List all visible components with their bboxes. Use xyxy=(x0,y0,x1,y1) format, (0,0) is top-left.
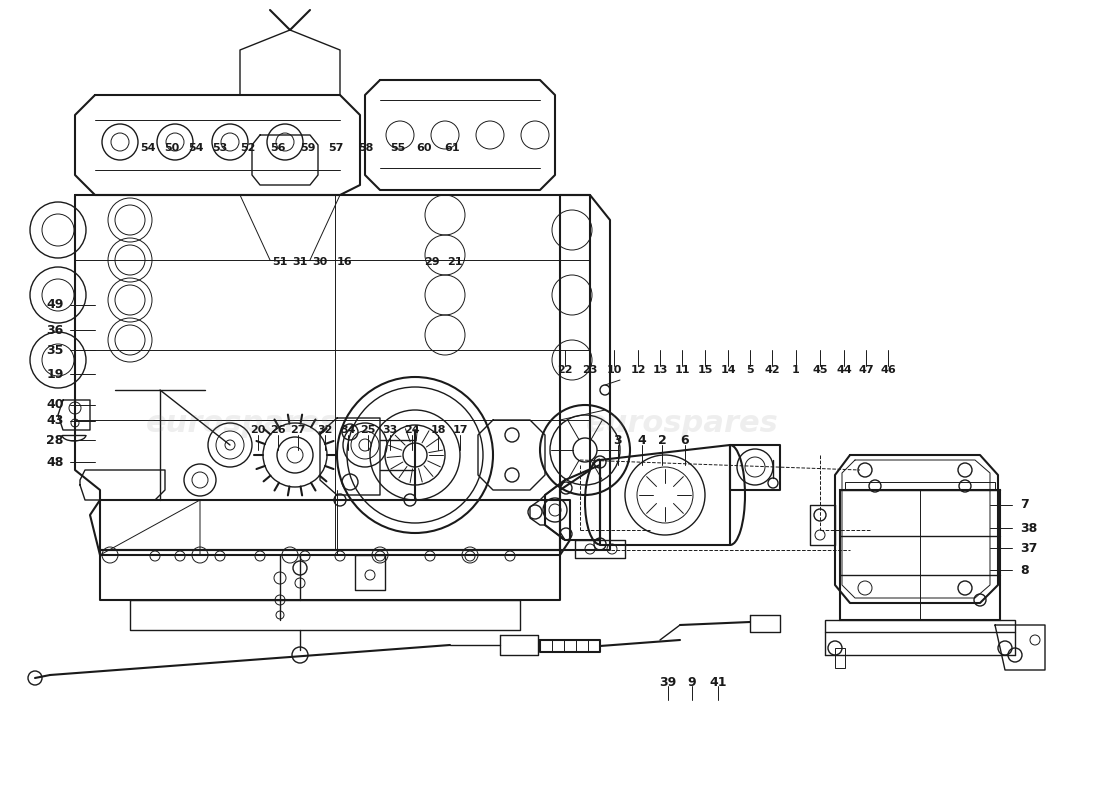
Text: 48: 48 xyxy=(46,455,64,469)
Text: 3: 3 xyxy=(614,434,623,446)
Text: 37: 37 xyxy=(1020,542,1037,554)
Text: 14: 14 xyxy=(720,365,736,375)
Text: 11: 11 xyxy=(674,365,690,375)
Text: 53: 53 xyxy=(212,143,228,153)
Text: 35: 35 xyxy=(46,343,64,357)
Bar xyxy=(840,490,1000,620)
Text: 33: 33 xyxy=(383,425,397,435)
Text: 6: 6 xyxy=(681,434,690,446)
Text: 41: 41 xyxy=(710,675,727,689)
Text: 24: 24 xyxy=(404,425,420,435)
Text: 43: 43 xyxy=(46,414,64,427)
Text: 31: 31 xyxy=(293,257,308,267)
Text: 22: 22 xyxy=(558,365,573,375)
Bar xyxy=(845,482,996,490)
Text: 51: 51 xyxy=(273,257,288,267)
Text: 27: 27 xyxy=(290,425,306,435)
Text: 18: 18 xyxy=(430,425,446,435)
Text: 56: 56 xyxy=(271,143,286,153)
Text: 7: 7 xyxy=(1020,498,1028,511)
Text: 30: 30 xyxy=(312,257,328,267)
Text: 44: 44 xyxy=(836,365,851,375)
Text: eurospares: eurospares xyxy=(145,410,339,438)
Text: 2: 2 xyxy=(658,434,667,446)
Text: 23: 23 xyxy=(582,365,597,375)
Text: 36: 36 xyxy=(46,323,64,337)
Text: 54: 54 xyxy=(188,143,204,153)
Text: 4: 4 xyxy=(638,434,647,446)
Text: 9: 9 xyxy=(688,675,696,689)
Text: 16: 16 xyxy=(338,257,353,267)
Bar xyxy=(835,648,845,668)
Text: 55: 55 xyxy=(390,143,406,153)
Text: 34: 34 xyxy=(340,425,355,435)
Text: 42: 42 xyxy=(764,365,780,375)
Text: 5: 5 xyxy=(746,365,754,375)
Text: 58: 58 xyxy=(359,143,374,153)
Text: 61: 61 xyxy=(444,143,460,153)
Text: 46: 46 xyxy=(880,365,895,375)
Text: 15: 15 xyxy=(697,365,713,375)
Text: 47: 47 xyxy=(858,365,873,375)
Bar xyxy=(825,620,1015,632)
Text: 38: 38 xyxy=(1020,522,1037,534)
Text: 32: 32 xyxy=(317,425,332,435)
Text: 40: 40 xyxy=(46,398,64,411)
Text: 10: 10 xyxy=(606,365,621,375)
Text: 49: 49 xyxy=(46,298,64,311)
Text: 39: 39 xyxy=(659,675,676,689)
Text: 19: 19 xyxy=(46,367,64,381)
Text: 52: 52 xyxy=(240,143,255,153)
Text: 26: 26 xyxy=(271,425,286,435)
Text: 50: 50 xyxy=(164,143,179,153)
Text: 8: 8 xyxy=(1020,563,1028,577)
Text: 1: 1 xyxy=(792,365,800,375)
Text: 29: 29 xyxy=(425,257,440,267)
Text: 17: 17 xyxy=(452,425,468,435)
Text: 59: 59 xyxy=(300,143,316,153)
Text: 13: 13 xyxy=(652,365,668,375)
Text: 57: 57 xyxy=(328,143,343,153)
Text: 20: 20 xyxy=(251,425,266,435)
Text: 21: 21 xyxy=(448,257,463,267)
Text: 28: 28 xyxy=(46,434,64,446)
Text: 60: 60 xyxy=(416,143,431,153)
Text: eurospares: eurospares xyxy=(585,410,779,438)
Text: 54: 54 xyxy=(141,143,156,153)
Text: 45: 45 xyxy=(812,365,827,375)
Text: 25: 25 xyxy=(361,425,376,435)
Text: 12: 12 xyxy=(630,365,646,375)
